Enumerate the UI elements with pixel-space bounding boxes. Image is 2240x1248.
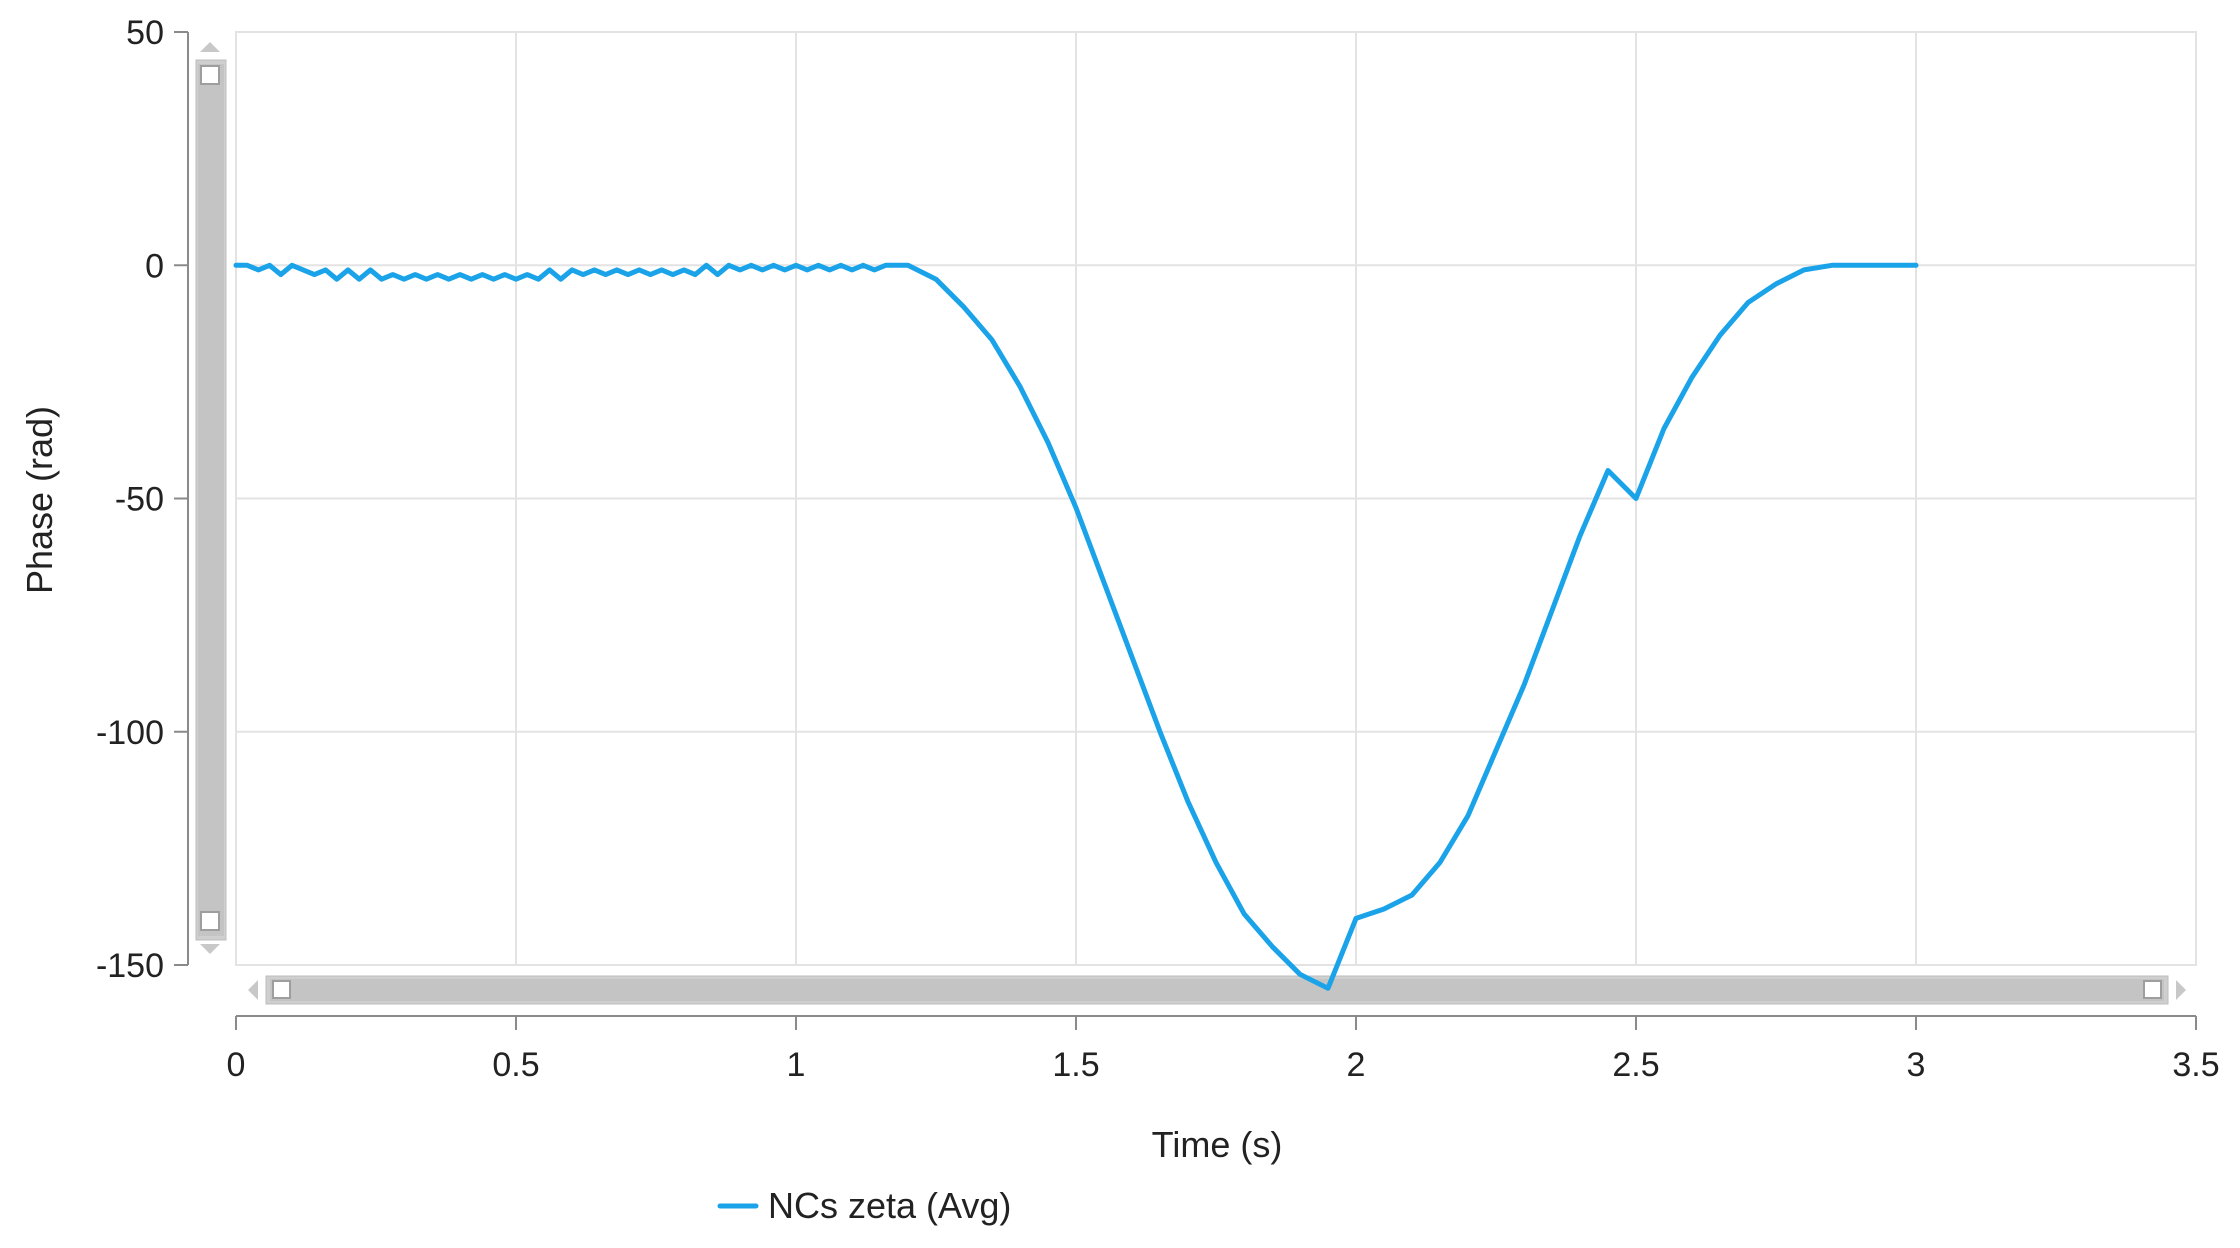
legend-label-ncs-zeta: NCs zeta (Avg) <box>768 1185 1011 1226</box>
horizontal-scrollbar-handle-right[interactable] <box>2143 980 2162 999</box>
scroll-up-arrow-icon[interactable] <box>200 42 220 52</box>
x-tick-label: 0.5 <box>492 1046 539 1084</box>
horizontal-scrollbar-handle-left[interactable] <box>272 980 291 999</box>
x-tick-label: 1.5 <box>1052 1046 1099 1084</box>
y-tick-label: -100 <box>96 714 164 752</box>
vertical-scrollbar-handle-bottom[interactable] <box>200 911 220 931</box>
x-axis-title: Time (s) <box>1152 1124 1283 1165</box>
axes <box>174 31 2197 1030</box>
x-tick-label: 2.5 <box>1612 1046 1659 1084</box>
x-tick-label: 3 <box>1907 1046 1926 1084</box>
series <box>233 262 1919 991</box>
y-tick-label: 0 <box>145 247 164 285</box>
series-line-ncs-zeta <box>233 262 1919 991</box>
horizontal-scrollbar-thumb[interactable] <box>270 979 2164 1001</box>
vertical-scrollbar-handle-top[interactable] <box>200 65 220 85</box>
scroll-down-arrow-icon[interactable] <box>200 944 220 954</box>
plot-area-border <box>235 31 2197 966</box>
scroll-right-arrow-icon[interactable] <box>2176 980 2186 1000</box>
scroll-left-arrow-icon[interactable] <box>248 980 258 1000</box>
vertical-scrollbar-thumb[interactable] <box>198 64 224 936</box>
x-tick-label: 3.5 <box>2172 1046 2219 1084</box>
x-tick-label: 2 <box>1347 1046 1366 1084</box>
tick-labels: 50 0 -50 -100 -150 0 0.5 1 1.5 2 2.5 3 3.5 <box>96 14 2220 1084</box>
y-axis-title: Phase (rad) <box>19 406 60 594</box>
vertical-scrollbar[interactable] <box>195 42 227 954</box>
horizontal-scrollbar[interactable] <box>248 975 2186 1005</box>
y-tick-label: -150 <box>96 947 164 985</box>
y-tick-label: 50 <box>126 14 164 52</box>
x-tick-label: 1 <box>787 1046 806 1084</box>
y-tick-label: -50 <box>115 481 164 519</box>
legend: NCs zeta (Avg) <box>717 1185 1011 1226</box>
x-tick-label: 0 <box>227 1046 246 1084</box>
